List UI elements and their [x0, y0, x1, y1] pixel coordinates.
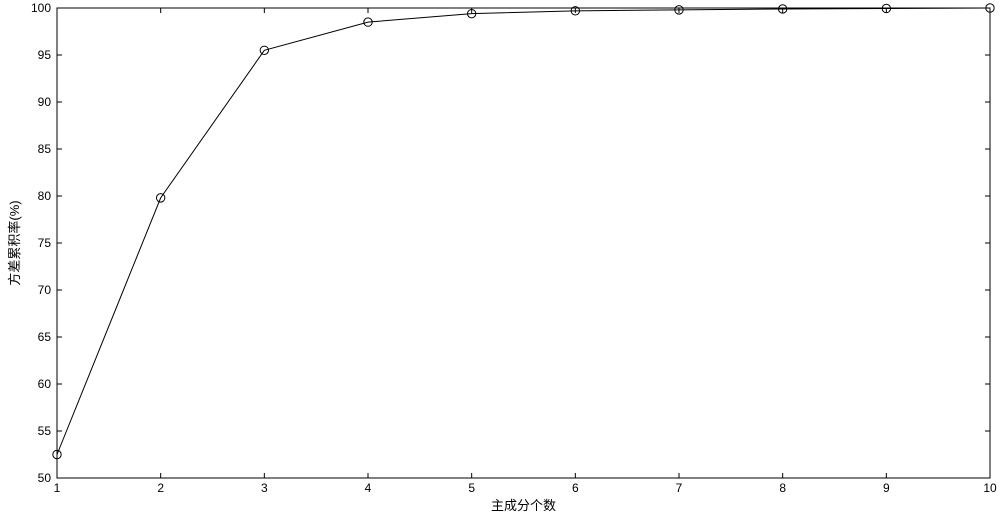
y-tick-label: 55 [38, 424, 52, 438]
line-chart: 1 2 3 4 5 6 7 8 9 10 50 55 60 65 70 75 80 85 90 95 100 主成分个数 方… [0, 0, 1000, 521]
x-tick-label: 10 [983, 481, 997, 495]
x-tick-label: 5 [468, 481, 475, 495]
y-tick-label: 95 [38, 48, 52, 62]
y-tick-label: 100 [31, 1, 51, 15]
x-tick-label: 3 [261, 481, 268, 495]
x-tick-label: 2 [157, 481, 164, 495]
x-tick-label: 1 [54, 481, 61, 495]
chart-container: 1 2 3 4 5 6 7 8 9 10 50 55 60 65 70 75 80 85 90 95 100 主成分个数 方… [0, 0, 1000, 521]
y-tick-label: 75 [38, 236, 52, 250]
plot-box [57, 8, 990, 478]
y-tick-label: 85 [38, 142, 52, 156]
y-tick-label: 60 [38, 377, 52, 391]
y-tick-label: 65 [38, 330, 52, 344]
series-line [57, 8, 990, 455]
x-tick-label: 8 [779, 481, 786, 495]
y-tick-label: 70 [38, 283, 52, 297]
y-axis-label: 方差累积率(%) [7, 200, 22, 285]
y-tick-label: 50 [38, 471, 52, 485]
x-tick-label: 9 [883, 481, 890, 495]
y-tick-label: 80 [38, 189, 52, 203]
y-tick-label: 90 [38, 95, 52, 109]
x-tick-label: 7 [676, 481, 683, 495]
x-tick-label: 6 [572, 481, 579, 495]
x-axis-label: 主成分个数 [491, 498, 556, 513]
x-tick-label: 4 [365, 481, 372, 495]
